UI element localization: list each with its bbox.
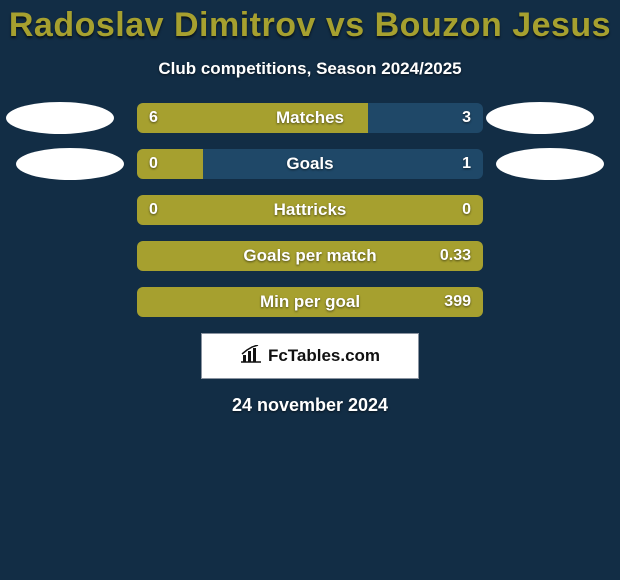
stat-row: Min per goal399 bbox=[0, 287, 620, 317]
stat-value-right: 3 bbox=[462, 103, 471, 133]
stats-rows: Matches63Goals01Hattricks00Goals per mat… bbox=[0, 103, 620, 317]
fctables-logo-box: FcTables.com bbox=[201, 333, 419, 379]
stat-label: Hattricks bbox=[137, 195, 483, 225]
stat-bar: Hattricks0 0 bbox=[137, 195, 483, 225]
stat-bar: Goals per match0.33 bbox=[137, 241, 483, 271]
page-title: Radoslav Dimitrov vs Bouzon Jesus bbox=[0, 0, 620, 45]
stat-label: Goals per match bbox=[137, 241, 483, 271]
stat-value-right: 0 bbox=[462, 195, 471, 225]
stat-value-right: 1 bbox=[462, 149, 471, 179]
generated-date: 24 november 2024 bbox=[0, 395, 620, 416]
comparison-card: Radoslav Dimitrov vs Bouzon Jesus Club c… bbox=[0, 0, 620, 580]
stat-value-left: 0 bbox=[149, 195, 158, 225]
stat-value-left: 6 bbox=[149, 103, 158, 133]
player-right-marker bbox=[496, 148, 604, 180]
stat-row: Goals per match0.33 bbox=[0, 241, 620, 271]
stat-row: Goals0 1 bbox=[0, 149, 620, 179]
bar-chart-icon bbox=[240, 345, 262, 368]
player-left-marker bbox=[6, 102, 114, 134]
subtitle: Club competitions, Season 2024/2025 bbox=[0, 59, 620, 79]
stat-value-left: 0 bbox=[149, 149, 158, 179]
stat-bar: Min per goal399 bbox=[137, 287, 483, 317]
stat-row: Hattricks0 0 bbox=[0, 195, 620, 225]
stat-bar: Matches6 3 bbox=[137, 103, 483, 133]
fctables-logo-text: FcTables.com bbox=[268, 346, 380, 366]
stat-bar: Goals0 1 bbox=[137, 149, 483, 179]
stat-value-right: 399 bbox=[444, 287, 471, 317]
stat-label: Min per goal bbox=[137, 287, 483, 317]
stat-label: Matches bbox=[137, 103, 483, 133]
stat-value-right: 0.33 bbox=[440, 241, 471, 271]
stat-label: Goals bbox=[137, 149, 483, 179]
player-left-marker bbox=[16, 148, 124, 180]
stat-row: Matches6 3 bbox=[0, 103, 620, 133]
player-right-marker bbox=[486, 102, 594, 134]
